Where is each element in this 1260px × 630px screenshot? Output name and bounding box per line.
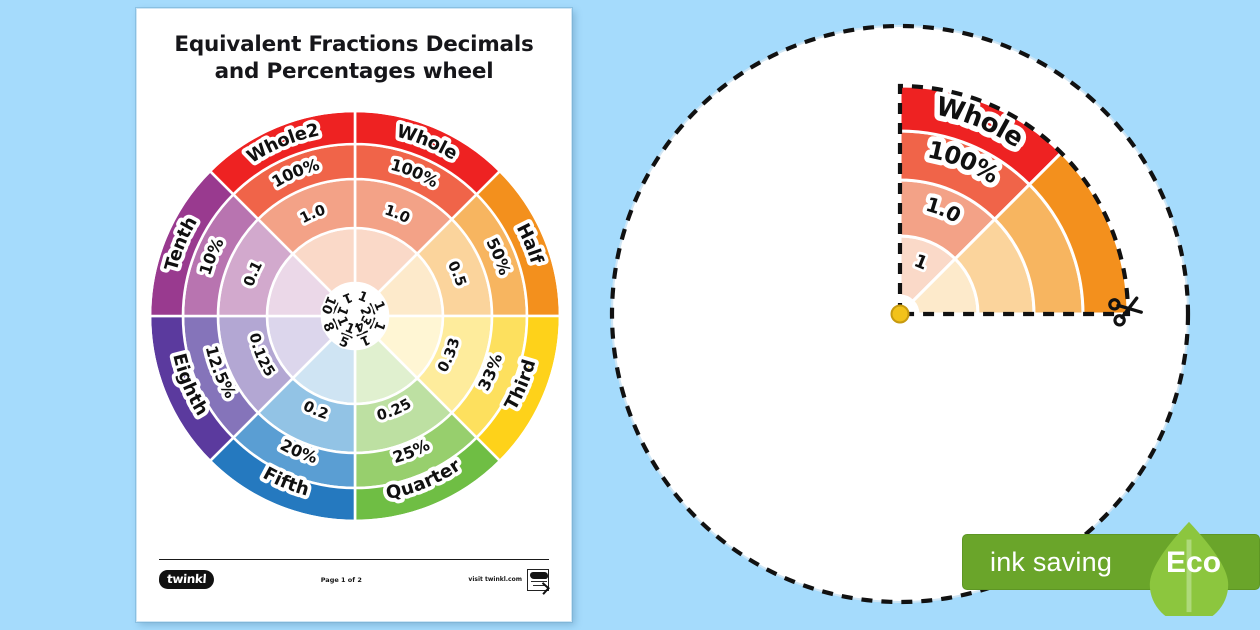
- page-title: Equivalent Fractions Decimals and Percen…: [174, 32, 534, 85]
- leaf-icon: [1149, 521, 1229, 616]
- printable-page: Equivalent Fractions Decimals and Percen…: [136, 8, 572, 622]
- eco-label: ink saving: [990, 547, 1113, 577]
- visit-link[interactable]: visit twinkl.com: [468, 576, 522, 583]
- page-footer: twinkl Page 1 of 2 visit twinkl.com: [158, 559, 550, 595]
- twinkl-logo: twinkl: [158, 570, 215, 589]
- footer-right: visit twinkl.com: [468, 568, 550, 595]
- scissors-icon: [1108, 296, 1143, 327]
- fraction-wheel-svg: WholeWhole100%100%1.01.01HalfHalf50%50%0…: [148, 109, 562, 523]
- eco-badge: ink saving Eco: [962, 521, 1260, 616]
- cutout-wheel: Whole Whole 100% 100% 1.0 1.0 1: [592, 18, 1192, 618]
- twinkl-stamp-icon: [526, 568, 550, 595]
- eco-word: Eco: [1166, 546, 1222, 579]
- fraction-wheel: Whole Whole 100% 100% 1.0 1.0 1 Half Half 50% 50% 0…: [148, 109, 562, 523]
- page-number: Page 1 of 2: [320, 575, 362, 584]
